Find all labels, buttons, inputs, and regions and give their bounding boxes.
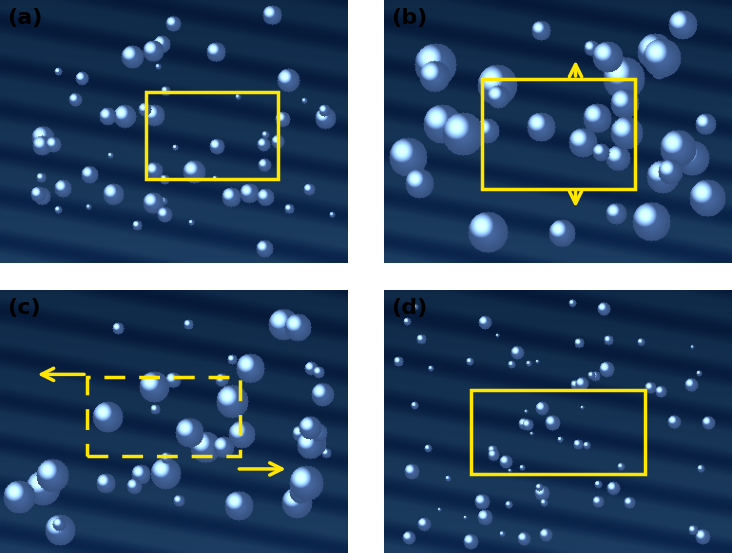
Text: (d): (d) — [391, 298, 427, 318]
Bar — [87, 377, 240, 456]
Text: (c): (c) — [7, 298, 40, 318]
Text: (b): (b) — [391, 8, 427, 28]
Text: (a): (a) — [7, 8, 42, 28]
Bar — [471, 390, 645, 474]
Bar — [482, 79, 635, 189]
Bar — [146, 92, 278, 179]
